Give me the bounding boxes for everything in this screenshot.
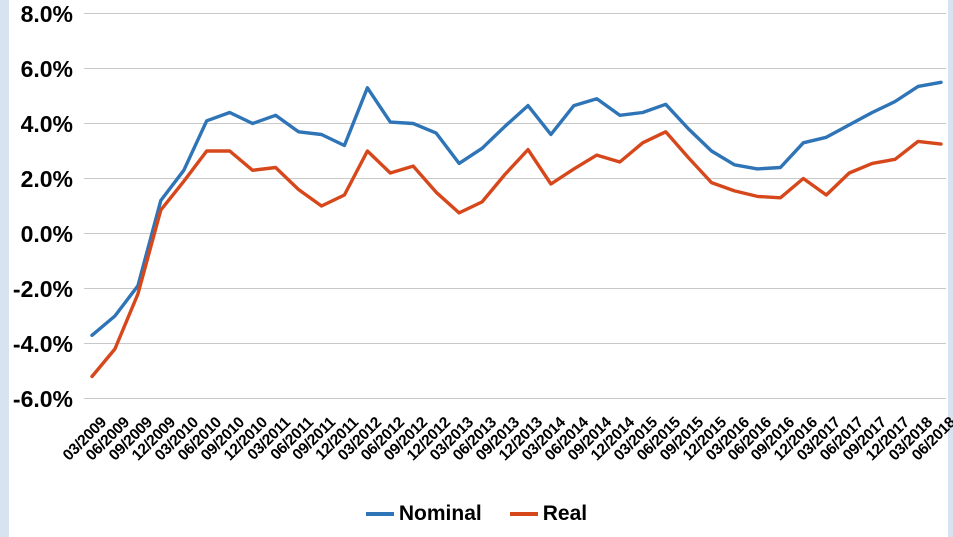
real-series-line <box>90 130 943 379</box>
y-axis-tick-label: 6.0% <box>20 55 73 82</box>
legend-item-real: Real <box>509 502 588 526</box>
chart-legend: Nominal Real <box>0 502 953 526</box>
y-axis-tick-label: -4.0% <box>12 330 73 357</box>
window-edge-right <box>948 0 953 537</box>
y-axis-tick-label: 4.0% <box>20 110 73 137</box>
legend-swatch-nominal <box>365 512 394 516</box>
y-axis-tick-label: 8.0% <box>20 0 73 27</box>
legend-label-nominal: Nominal <box>398 502 482 525</box>
y-axis-tick-label: 0.0% <box>20 220 73 247</box>
nominal-series-line <box>90 80 943 337</box>
window-edge-left <box>0 0 9 537</box>
y-axis-tick-label: 2.0% <box>20 165 73 192</box>
legend-label-real: Real <box>542 502 588 525</box>
legend-swatch-real <box>509 512 538 516</box>
legend-item-nominal: Nominal <box>365 502 482 526</box>
y-axis-tick-label: -2.0% <box>12 275 73 302</box>
y-axis-tick-label: -6.0% <box>12 385 73 412</box>
